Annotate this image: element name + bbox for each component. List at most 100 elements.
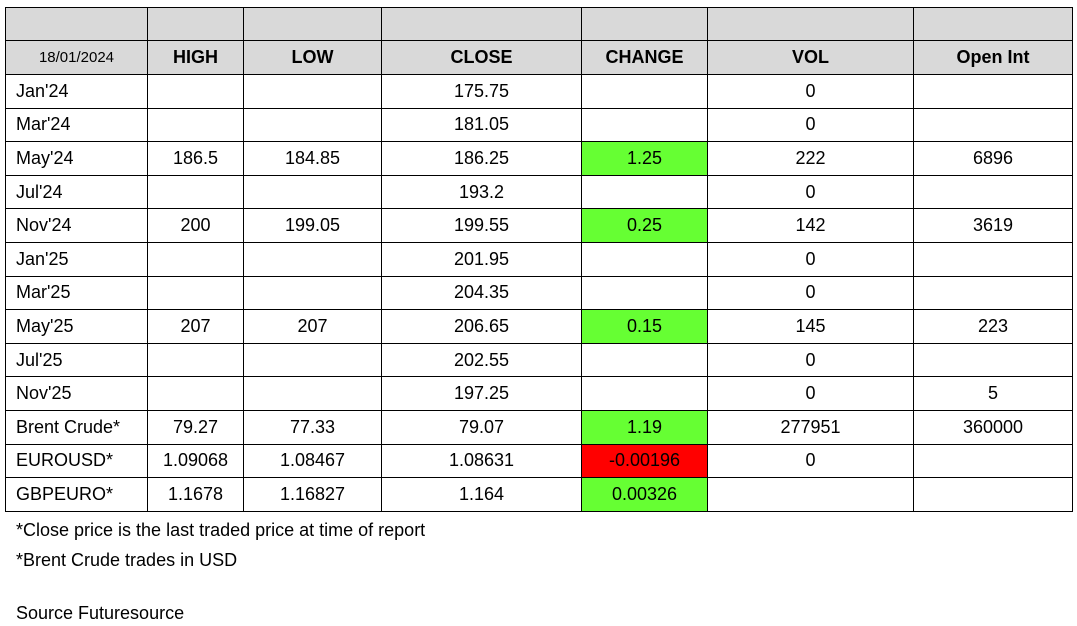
cell-open-int [913, 74, 1073, 109]
cell-open-int [913, 275, 1073, 311]
cell-high [147, 174, 244, 210]
cell-contract: Mar'24 [5, 107, 148, 143]
cell-open-int: 3619 [913, 208, 1073, 243]
cell-low [243, 376, 382, 411]
column-header-close: CLOSE [381, 40, 582, 75]
cell-close: 202.55 [381, 342, 582, 378]
cell-open-int: 360000 [913, 409, 1073, 445]
cell-high: 200 [147, 208, 244, 243]
cell-low: 77.33 [243, 409, 382, 445]
cell-contract: Jul'25 [5, 342, 148, 378]
cell-vol: 0 [707, 241, 914, 277]
table-row: Jan'24 175.75 0 [5, 74, 1073, 109]
cell-contract: Jan'24 [5, 74, 148, 109]
cell-vol: 142 [707, 208, 914, 243]
column-header-open-int: Open Int [913, 40, 1073, 75]
cell-change [581, 241, 708, 277]
table-row: Mar'25 204.35 0 [5, 275, 1073, 311]
footnote-close-price: *Close price is the last traded price at… [16, 520, 426, 540]
cell-vol: 0 [707, 376, 914, 411]
cell-change: 1.25 [581, 141, 708, 176]
table-row: Mar'24 181.05 0 [5, 107, 1073, 143]
table-row: Jul'24 193.2 0 [5, 174, 1073, 210]
cell-low: 207 [243, 309, 382, 344]
table-row: Jan'25 201.95 0 [5, 241, 1073, 277]
footnote-brent-currency: *Brent Crude trades in USD [16, 550, 238, 570]
table-row: GBPEURO* 1.1678 1.16827 1.164 0.00326 [5, 477, 1073, 512]
cell-close: 1.08631 [381, 443, 582, 479]
cell-vol: 145 [707, 309, 914, 344]
cell-open-int [913, 107, 1073, 143]
cell-close: 193.2 [381, 174, 582, 210]
futures-table: 18/01/2024 HIGH LOW CLOSE CHANGE VOL Ope… [5, 7, 1073, 512]
cell-vol: 0 [707, 107, 914, 143]
cell-open-int: 5 [913, 376, 1073, 411]
cell-vol: 0 [707, 443, 914, 479]
cell-high [147, 275, 244, 311]
cell-close: 181.05 [381, 107, 582, 143]
cell-low [243, 107, 382, 143]
cell-open-int [913, 443, 1073, 479]
cell-low: 1.16827 [243, 477, 382, 512]
cell-open-int [913, 174, 1073, 210]
cell-vol: 0 [707, 342, 914, 378]
cell-contract: Jul'24 [5, 174, 148, 210]
cell-close: 199.55 [381, 208, 582, 243]
cell-contract: Brent Crude* [5, 409, 148, 445]
cell-low [243, 342, 382, 378]
cell-high [147, 107, 244, 143]
table-row: Brent Crude* 79.27 77.33 79.07 1.19 277951 360… [5, 409, 1073, 445]
cell-open-int [913, 477, 1073, 512]
cell-high [147, 74, 244, 109]
cell-vol: 0 [707, 174, 914, 210]
cell-close: 79.07 [381, 409, 582, 445]
cell-high: 1.1678 [147, 477, 244, 512]
cell-close: 1.164 [381, 477, 582, 512]
table-row: May'25 207 207 206.65 0.15 145 223 [5, 309, 1073, 344]
cell-high: 1.09068 [147, 443, 244, 479]
header-row: 18/01/2024 HIGH LOW CLOSE CHANGE VOL Ope… [5, 40, 1073, 75]
cell-low: 199.05 [243, 208, 382, 243]
cell-high: 186.5 [147, 141, 244, 176]
cell-open-int: 6896 [913, 141, 1073, 176]
cell-high [147, 342, 244, 378]
cell-close: 204.35 [381, 275, 582, 311]
cell-close: 201.95 [381, 241, 582, 277]
cell-vol: 277951 [707, 409, 914, 445]
cell-contract: EUROUSD* [5, 443, 148, 479]
column-header-low: LOW [243, 40, 382, 75]
footnotes: *Close price is the last traded price at… [16, 515, 425, 575]
cell-change [581, 174, 708, 210]
cell-high: 207 [147, 309, 244, 344]
column-header-change: CHANGE [581, 40, 708, 75]
cell-contract: Mar'25 [5, 275, 148, 311]
cell-change [581, 342, 708, 378]
cell-low [243, 241, 382, 277]
cell-low: 184.85 [243, 141, 382, 176]
table-row: Nov'24 200 199.05 199.55 0.25 142 3619 [5, 208, 1073, 243]
cell-change: 0.25 [581, 208, 708, 243]
cell-close: 206.65 [381, 309, 582, 344]
table-row: May'24 186.5 184.85 186.25 1.25 222 6896 [5, 141, 1073, 176]
cell-close: 186.25 [381, 141, 582, 176]
cell-vol [707, 477, 914, 512]
cell-high [147, 376, 244, 411]
cell-change [581, 275, 708, 311]
cell-vol: 0 [707, 74, 914, 109]
cell-low [243, 74, 382, 109]
cell-contract: Nov'24 [5, 208, 148, 243]
cell-open-int [913, 241, 1073, 277]
cell-open-int: 223 [913, 309, 1073, 344]
cell-contract: GBPEURO* [5, 477, 148, 512]
cell-low [243, 275, 382, 311]
cell-contract: May'25 [5, 309, 148, 344]
column-header-high: HIGH [147, 40, 244, 75]
source-note: Source Futuresource [16, 603, 185, 623]
cell-high [147, 241, 244, 277]
table-row: EUROUSD* 1.09068 1.08467 1.08631 -0.00196 0 [5, 443, 1073, 479]
cell-change [581, 376, 708, 411]
cell-change [581, 74, 708, 109]
table-row: Jul'25 202.55 0 [5, 342, 1073, 378]
header-blank-row [5, 7, 1073, 41]
cell-change: 0.00326 [581, 477, 708, 512]
